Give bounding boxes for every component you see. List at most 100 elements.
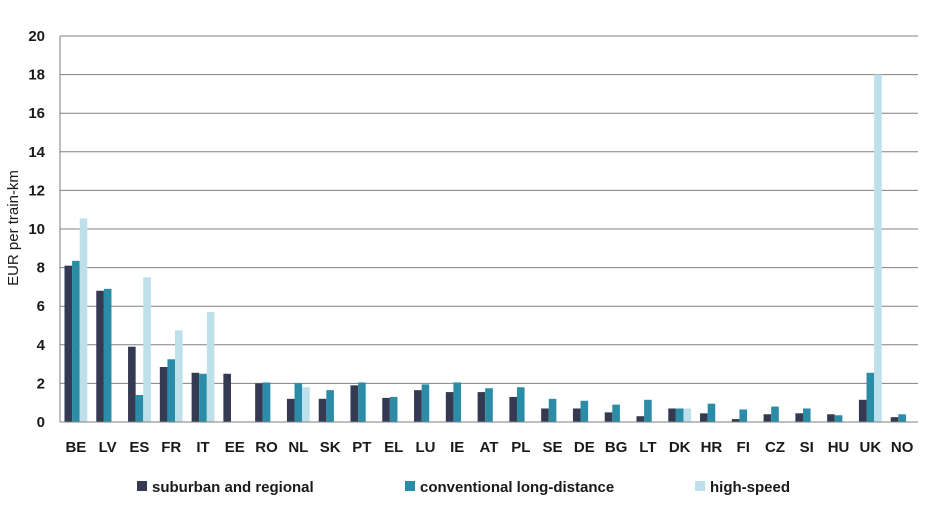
bar-no-1 (898, 414, 906, 422)
x-tick-label: PL (511, 439, 530, 456)
x-tick-label: IE (450, 439, 464, 456)
bar-be-1 (72, 260, 80, 422)
bar-ie-0 (445, 392, 454, 422)
x-tick-label: SI (800, 439, 814, 456)
bar-it-0 (191, 372, 200, 422)
bar-dk-1 (675, 408, 684, 422)
legend-label: high-speed (710, 479, 790, 496)
bar-uk-0 (858, 399, 867, 422)
bar-nl-0 (286, 398, 295, 422)
y-tick-label: 10 (28, 221, 45, 238)
x-tick-label: LV (99, 439, 117, 456)
bar-it-1 (199, 373, 207, 422)
y-tick-label: 4 (37, 337, 46, 354)
bar-sk-1 (326, 390, 334, 422)
bar-es-2 (143, 277, 151, 422)
y-tick-label: 12 (28, 182, 45, 199)
x-tick-label: RO (255, 439, 278, 456)
bar-uk-1 (866, 372, 875, 422)
y-tick-labels: 0 2 4 6 8 10 12 14 16 18 20 (28, 28, 45, 431)
y-tick-label: 20 (28, 28, 45, 45)
bar-es-0 (128, 346, 136, 422)
x-tick-label: SK (320, 439, 341, 456)
bar-es-1 (135, 394, 144, 422)
bar-ro-0 (255, 383, 263, 422)
bar-se-0 (541, 408, 549, 422)
bar-el-1 (389, 396, 398, 422)
x-tick-label: BE (65, 439, 86, 456)
bar-pt-1 (358, 382, 366, 422)
y-tick-label: 16 (28, 105, 45, 122)
y-tick-label: 2 (37, 375, 45, 392)
bar-bg-0 (604, 412, 613, 422)
y-tick-label: 6 (37, 298, 45, 315)
x-tick-labels: BE LV ES FR IT EE RO NL SK PT EL LU IE AT PL SE DE BG LT DK… (65, 439, 913, 456)
x-tick-label: NL (288, 439, 308, 456)
bar-at-0 (477, 392, 486, 422)
x-tick-label: AT (480, 439, 499, 456)
bar-el-0 (382, 397, 390, 422)
x-tick-label: BG (605, 439, 628, 456)
bar-nl-1 (294, 383, 303, 422)
y-axis-title: EUR per train-km (5, 170, 22, 286)
legend-label: suburban and regional (152, 479, 314, 496)
bar-it-2 (206, 311, 215, 422)
legend-swatch (137, 481, 147, 491)
x-tick-label: EE (225, 439, 245, 456)
bar-pt-0 (350, 385, 359, 422)
bar-fi-1 (739, 409, 748, 422)
bar-hu-0 (827, 414, 835, 422)
bar-lv-0 (96, 290, 104, 422)
x-tick-label: NO (891, 439, 914, 456)
y-tick-label: 14 (28, 144, 45, 161)
legend-swatch (405, 481, 415, 491)
x-tick-label: FI (737, 439, 750, 456)
x-tick-label: CZ (765, 439, 785, 456)
bar-lt-1 (644, 399, 652, 422)
y-tick-label: 18 (28, 67, 45, 84)
bar-de-0 (572, 408, 581, 422)
bar-be-0 (64, 265, 73, 422)
x-tick-label: DE (574, 439, 595, 456)
bar-nl-2 (302, 387, 310, 422)
bar-cz-0 (763, 414, 772, 422)
x-tick-label: ES (129, 439, 149, 456)
legend-swatch (695, 481, 705, 491)
x-tick-label: IT (196, 439, 209, 456)
x-tick-label: UK (859, 439, 881, 456)
bar-hr-1 (707, 403, 716, 422)
x-tick-label: HU (828, 439, 850, 456)
bar-hu-1 (834, 415, 843, 422)
bar-se-1 (548, 398, 557, 422)
bar-cz-1 (771, 406, 779, 422)
bar-ro-1 (262, 382, 271, 422)
legend-label: conventional long-distance (420, 479, 614, 496)
x-tick-label: HR (701, 439, 723, 456)
bar-fr-2 (175, 330, 183, 422)
x-tick-label: DK (669, 439, 691, 456)
bar-pl-0 (509, 396, 517, 422)
bar-si-1 (802, 408, 811, 422)
bar-lt-0 (636, 416, 645, 422)
bar-at-1 (485, 388, 493, 422)
x-tick-label: LU (415, 439, 435, 456)
bar-uk-2 (874, 74, 882, 422)
x-tick-label: SE (543, 439, 563, 456)
legend: suburban and regional conventional long-d… (137, 479, 790, 496)
bar-be-2 (79, 218, 88, 422)
y-tick-label: 0 (37, 414, 45, 431)
y-tick-label: 8 (37, 260, 45, 277)
bar-lu-1 (421, 384, 430, 422)
bar-pl-1 (516, 387, 525, 422)
bar-dk-0 (668, 408, 676, 422)
bar-fr-0 (159, 366, 168, 422)
bar-de-1 (580, 400, 589, 422)
bar-fr-1 (167, 359, 176, 422)
bar-hr-0 (700, 413, 708, 422)
x-tick-label: PT (352, 439, 371, 456)
bars (64, 74, 906, 422)
bar-ie-1 (453, 382, 462, 422)
bar-ee-0 (223, 373, 231, 422)
x-tick-label: LT (639, 439, 656, 456)
